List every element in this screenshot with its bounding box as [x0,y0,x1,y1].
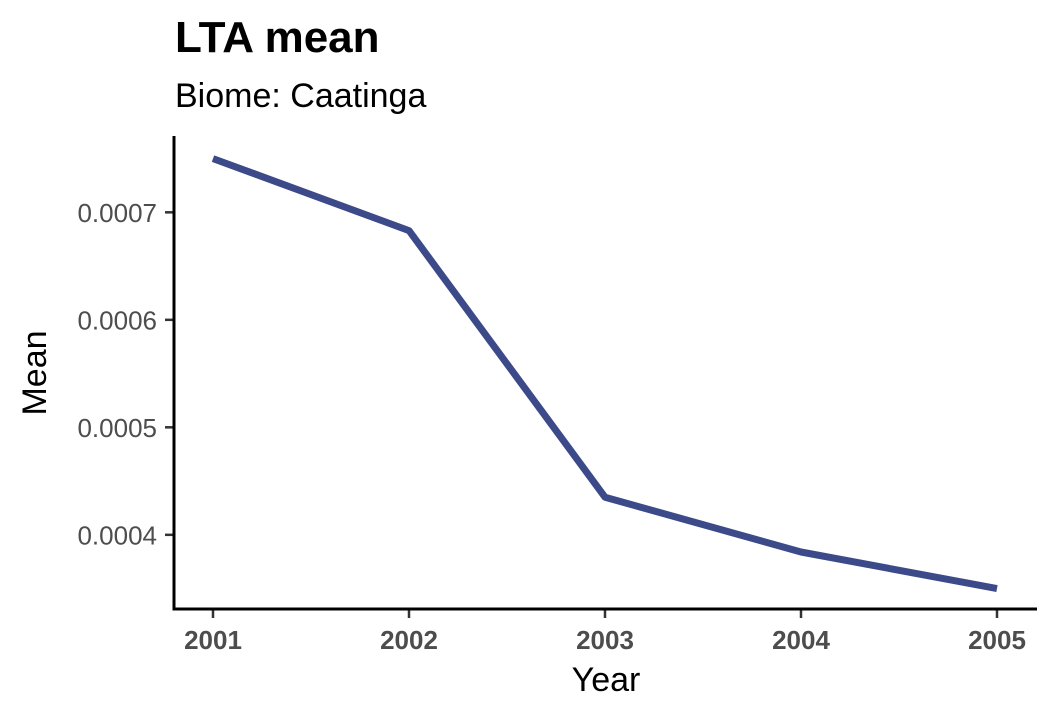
y-tick-label: 0.0007 [77,198,157,228]
x-axis-title: Year [572,661,641,699]
chart-subtitle: Biome: Caatinga [175,77,426,115]
y-axis-title: Mean [16,330,54,415]
y-axis-ticks: 0.0004 0.0005 0.0006 0.0007 [77,198,174,550]
y-tick-label: 0.0006 [77,305,157,335]
x-tick-label: 2001 [184,625,242,655]
x-axis-ticks: 2001 2002 2003 2004 2005 [184,609,1026,655]
x-tick-label: 2003 [576,625,634,655]
series-line [211,155,998,593]
x-tick-label: 2005 [968,625,1026,655]
chart-title: LTA mean [175,13,380,62]
x-tick-label: 2004 [772,625,830,655]
y-tick-label: 0.0005 [77,413,157,443]
x-tick-label: 2002 [380,625,438,655]
series-layer [211,155,998,593]
y-tick-label: 0.0004 [77,520,157,550]
